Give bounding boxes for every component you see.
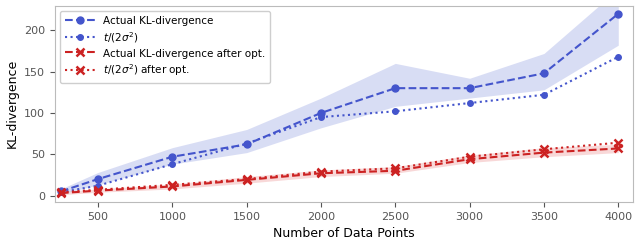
Actual KL-divergence after opt. [466,158,474,161]
Actual KL-divergence [614,12,622,15]
$t/(2\sigma^2)$ after opt. [317,170,325,173]
Actual KL-divergence [317,111,325,114]
$t/(2\sigma^2)$ [243,142,250,145]
Line: $t/(2\sigma^2)$ after opt.: $t/(2\sigma^2)$ after opt. [57,138,623,196]
Actual KL-divergence [540,72,548,75]
$t/(2\sigma^2)$ [614,55,622,58]
Actual KL-divergence after opt. [392,169,399,172]
Actual KL-divergence [94,178,102,181]
Actual KL-divergence after opt. [614,147,622,150]
$t/(2\sigma^2)$ [317,116,325,119]
$t/(2\sigma^2)$ after opt. [168,183,176,186]
$t/(2\sigma^2)$ after opt. [540,148,548,151]
Actual KL-divergence after opt. [317,172,325,175]
$t/(2\sigma^2)$ after opt. [57,191,65,194]
$t/(2\sigma^2)$ after opt. [614,141,622,144]
Actual KL-divergence [392,87,399,90]
Actual KL-divergence after opt. [243,178,250,181]
Actual KL-divergence after opt. [168,185,176,188]
$t/(2\sigma^2)$ [540,93,548,96]
$t/(2\sigma^2)$ after opt. [392,167,399,170]
$t/(2\sigma^2)$ [57,191,65,194]
Legend: Actual KL-divergence, $t/(2\sigma^2)$, Actual KL-divergence after opt., $t/(2\si: Actual KL-divergence, $t/(2\sigma^2)$, A… [60,11,270,83]
Actual KL-divergence after opt. [57,192,65,195]
$t/(2\sigma^2)$ [392,110,399,113]
Actual KL-divergence after opt. [540,151,548,154]
$t/(2\sigma^2)$ after opt. [243,178,250,181]
$t/(2\sigma^2)$ [94,184,102,187]
$t/(2\sigma^2)$ [466,102,474,105]
Line: $t/(2\sigma^2)$: $t/(2\sigma^2)$ [58,54,621,195]
Actual KL-divergence [57,190,65,193]
Line: Actual KL-divergence after opt.: Actual KL-divergence after opt. [57,144,623,197]
Actual KL-divergence [466,87,474,90]
$t/(2\sigma^2)$ [168,163,176,166]
Actual KL-divergence [243,143,250,146]
Actual KL-divergence [168,155,176,158]
X-axis label: Number of Data Points: Number of Data Points [273,228,415,240]
Line: Actual KL-divergence: Actual KL-divergence [58,10,621,195]
Y-axis label: KL-divergence: KL-divergence [6,59,19,149]
$t/(2\sigma^2)$ after opt. [466,155,474,158]
$t/(2\sigma^2)$ after opt. [94,188,102,191]
Actual KL-divergence after opt. [94,189,102,192]
